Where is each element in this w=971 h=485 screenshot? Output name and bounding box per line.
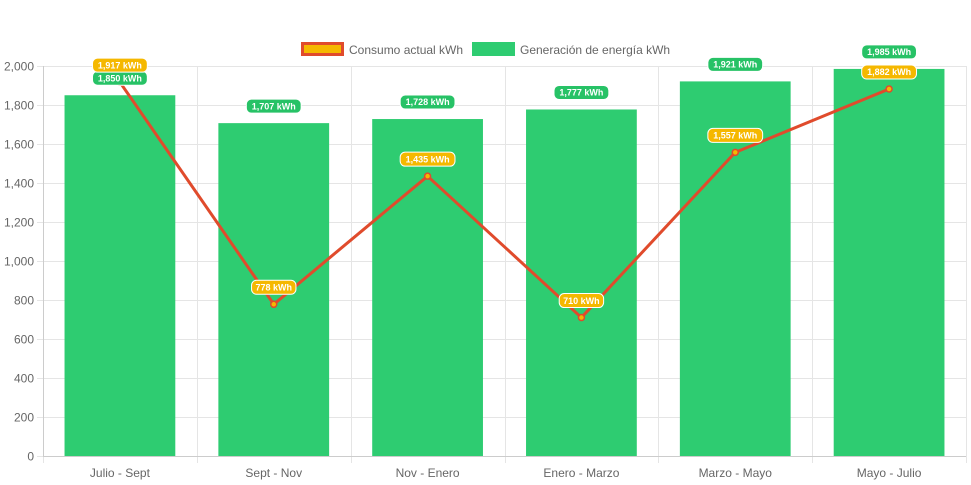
line-point xyxy=(270,300,278,309)
bar-data-label-badge xyxy=(707,56,764,72)
legend-label: Generación de energía kWh xyxy=(520,43,670,57)
bar xyxy=(372,119,483,456)
grid xyxy=(37,66,967,463)
line-data-label-text: 1,435 kWh xyxy=(406,154,450,164)
bar-data-label-badge xyxy=(861,44,917,60)
legend-item-consumo[interactable]: Consumo actual kWh xyxy=(301,42,464,57)
bar-data-label-text: 1,707 kWh xyxy=(252,101,296,111)
x-tick-label: Enero - Marzo xyxy=(543,466,619,480)
y-tick-label: 2,000 xyxy=(4,60,34,74)
line-data-label-text: 1,917 kWh xyxy=(98,60,142,70)
bar-data-label-text: 1,921 kWh xyxy=(713,60,757,70)
y-tick-label: 1,200 xyxy=(4,216,34,230)
bar xyxy=(833,68,945,457)
y-tick-label: 1,800 xyxy=(4,99,34,113)
legend-swatch xyxy=(472,42,515,56)
x-tick-label: Nov - Enero xyxy=(396,466,460,480)
axes: 0 200 400 600 800 1,000 1,200 1,400 1,600 1,800 2,… xyxy=(4,60,966,480)
legend-swatch xyxy=(301,42,344,56)
line-data-label-text: 1,557 kWh xyxy=(713,131,757,141)
x-tick-label: Julio - Sept xyxy=(90,466,151,480)
legend-item-generacion[interactable]: Generación de energía kWh xyxy=(472,42,671,57)
line-point xyxy=(731,148,739,157)
y-tick-label: 1,600 xyxy=(4,138,34,152)
bar-data-label-text: 1,985 kWh xyxy=(867,47,911,57)
bar-data-label-text: 1,850 kWh xyxy=(98,73,142,83)
bar-data-label-text: 1,728 kWh xyxy=(406,97,450,107)
bar-data-label-badge xyxy=(553,84,610,100)
line-data-label-badge xyxy=(92,57,148,73)
bar xyxy=(679,81,791,456)
line-data-label-badge xyxy=(399,151,456,167)
y-tick-label: 800 xyxy=(14,294,34,308)
bar xyxy=(64,95,176,456)
x-tick-label: Mayo - Julio xyxy=(857,466,922,480)
legend-label: Consumo actual kWh xyxy=(349,43,463,57)
y-tick-label: 1,400 xyxy=(4,177,34,191)
line-data-label-badge xyxy=(861,64,917,80)
line-data-label-text: 710 kWh xyxy=(563,296,600,306)
bar-series xyxy=(64,68,945,457)
x-tick-label: Sept - Nov xyxy=(245,466,302,480)
x-tick-label: Marzo - Mayo xyxy=(699,466,773,480)
y-tick-label: 200 xyxy=(14,411,34,425)
y-tick-label: 0 xyxy=(27,450,34,464)
legend[interactable]: Consumo actual kWh Generación de energía … xyxy=(301,42,671,57)
y-tick-label: 400 xyxy=(14,372,34,386)
bar-data-label-text: 1,777 kWh xyxy=(559,88,603,98)
line-data-label-text: 1,882 kWh xyxy=(867,67,911,77)
line-data-label-text: 778 kWh xyxy=(255,282,292,292)
line-point xyxy=(577,313,586,322)
line-data-label-badge xyxy=(251,279,297,295)
bar-data-label-badge xyxy=(399,94,456,110)
data-labels: 1,850 kWh 1,707 kWh 1,728 kWh 1,777 kWh 1,92… xyxy=(92,44,917,309)
line-data-label-badge xyxy=(558,293,605,309)
line-point xyxy=(885,85,893,93)
line-data-label-badge xyxy=(707,127,764,143)
y-tick-label: 1,000 xyxy=(4,255,34,269)
bar-data-label-badge xyxy=(245,98,302,114)
y-tick-label: 600 xyxy=(14,333,34,347)
line-point xyxy=(423,172,432,180)
